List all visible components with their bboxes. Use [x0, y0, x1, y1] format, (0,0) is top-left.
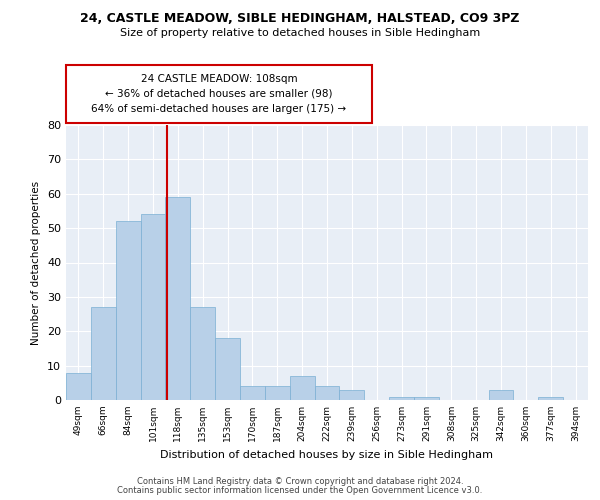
- Bar: [66, 372, 91, 400]
- Text: 24, CASTLE MEADOW, SIBLE HEDINGHAM, HALSTEAD, CO9 3PZ: 24, CASTLE MEADOW, SIBLE HEDINGHAM, HALS…: [80, 12, 520, 26]
- Bar: [240, 386, 265, 400]
- Bar: [116, 221, 140, 400]
- Text: 24 CASTLE MEADOW: 108sqm
← 36% of detached houses are smaller (98)
64% of semi-d: 24 CASTLE MEADOW: 108sqm ← 36% of detach…: [91, 74, 347, 114]
- Text: Contains HM Land Registry data © Crown copyright and database right 2024.: Contains HM Land Registry data © Crown c…: [137, 477, 463, 486]
- Bar: [91, 307, 116, 400]
- Bar: [140, 214, 166, 400]
- Y-axis label: Number of detached properties: Number of detached properties: [31, 180, 41, 344]
- Bar: [414, 396, 439, 400]
- Bar: [314, 386, 340, 400]
- Bar: [166, 197, 190, 400]
- Text: Contains public sector information licensed under the Open Government Licence v3: Contains public sector information licen…: [118, 486, 482, 495]
- Bar: [488, 390, 514, 400]
- X-axis label: Distribution of detached houses by size in Sible Hedingham: Distribution of detached houses by size …: [161, 450, 493, 460]
- Bar: [389, 396, 414, 400]
- Bar: [538, 396, 563, 400]
- Text: Size of property relative to detached houses in Sible Hedingham: Size of property relative to detached ho…: [120, 28, 480, 38]
- Bar: [215, 338, 240, 400]
- Bar: [290, 376, 314, 400]
- Bar: [265, 386, 290, 400]
- Bar: [340, 390, 364, 400]
- Bar: [190, 307, 215, 400]
